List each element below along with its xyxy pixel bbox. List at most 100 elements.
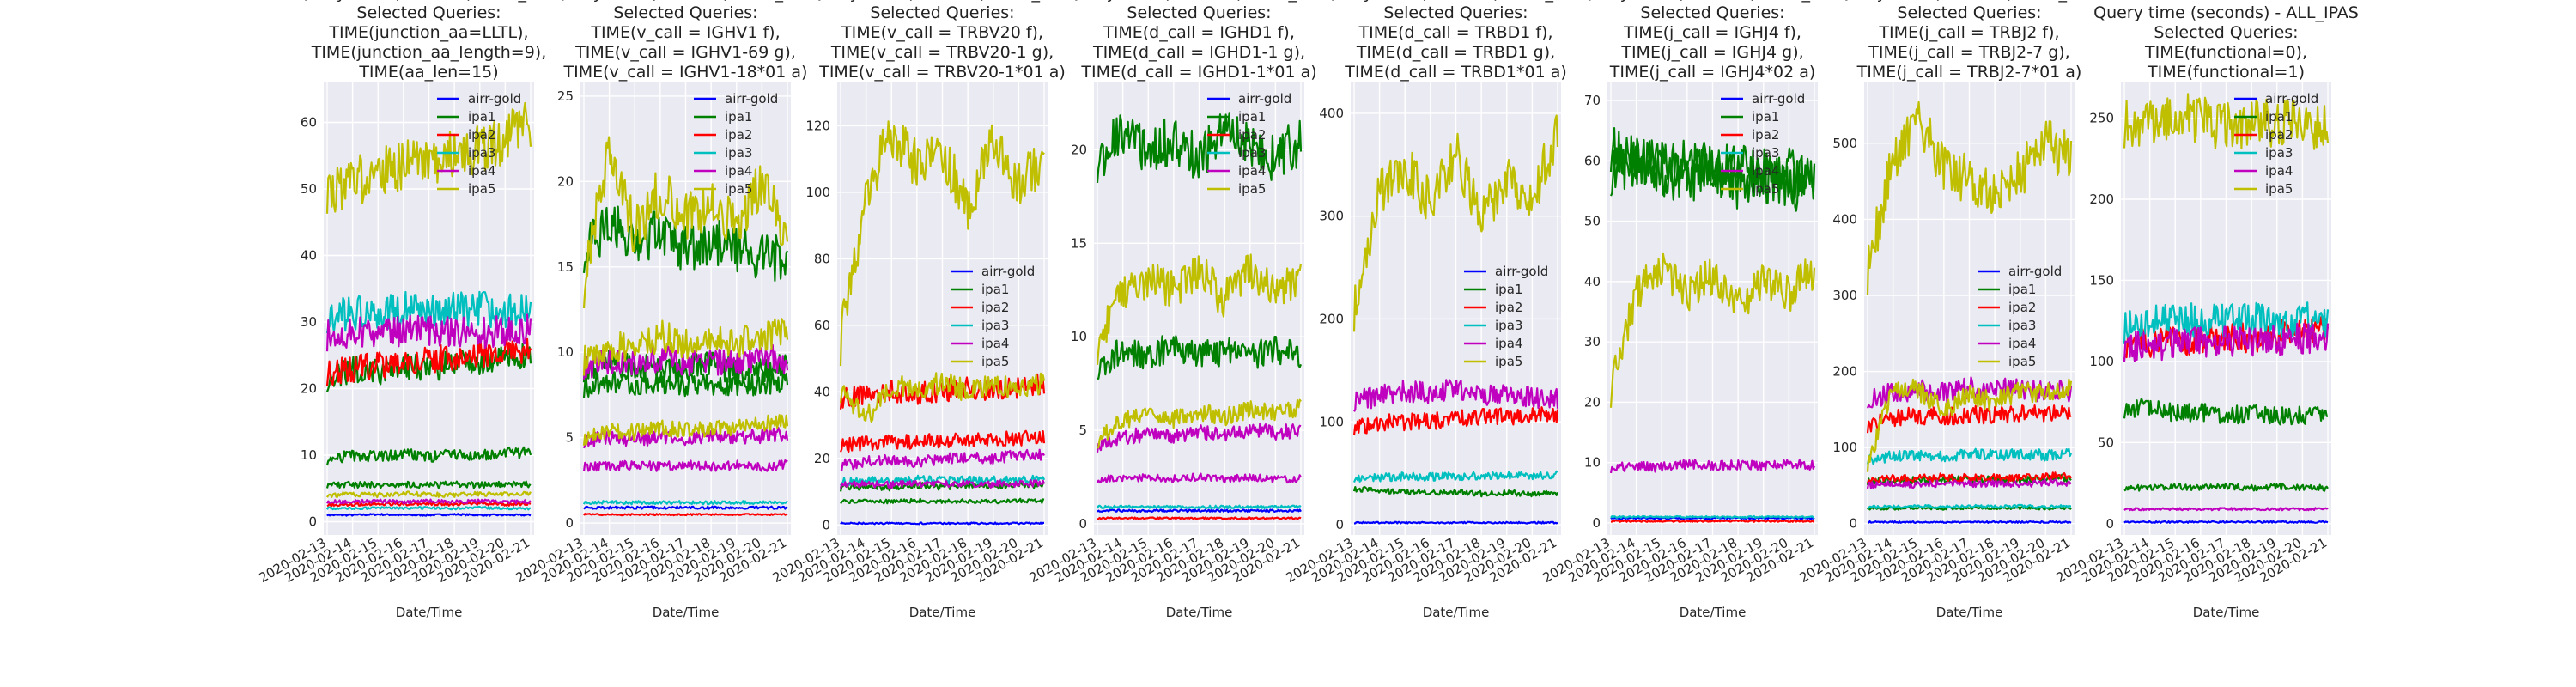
legend-label: ipa4: [1752, 163, 1779, 179]
legend-label: ipa1: [468, 109, 495, 125]
chart-title-line: Selected Queries:: [1640, 3, 1784, 22]
legend-label: ipa4: [2265, 163, 2293, 179]
series-line-ipa2: [1610, 519, 1815, 523]
y-tick-label: 0: [1078, 516, 1087, 532]
series-line-ipa2: [1866, 404, 2072, 434]
series-line-ipa1: [1096, 112, 1303, 183]
legend-label: ipa5: [2008, 354, 2036, 369]
x-axis-label: Date/Time: [396, 605, 463, 620]
series-line-ipa5: [1097, 398, 1302, 449]
series-line-ipa1: [1352, 485, 1559, 498]
series-line-ipa3: [582, 500, 788, 506]
y-tick-label: 40: [1584, 274, 1601, 289]
legend-label: ipa3: [2265, 145, 2293, 161]
series-line-ipa3: [325, 290, 532, 334]
series-line-ipa5: [582, 414, 789, 447]
y-tick-label: 60: [1584, 153, 1601, 168]
series-line-ipa5: [325, 101, 532, 214]
y-tick-label: 120: [805, 118, 830, 133]
chart-panel-2: 0 5 10 15 20 25 Query time (seconds) - ALL_IPA…: [513, 0, 817, 620]
chart-title-line: TIME(v_call = IGHV1-69 g),: [574, 43, 796, 62]
chart-title-line: TIME(j_call = TRBJ2 f),: [1878, 23, 2059, 42]
series-line-ipa5: [326, 490, 532, 499]
series-line-airr-gold: [840, 521, 1044, 526]
y-tick-label: 20: [557, 173, 574, 189]
y-tick-label: 100: [1319, 414, 1344, 429]
legend-label: ipa2: [725, 127, 752, 143]
y-tick-label: 10: [1071, 329, 1087, 344]
y-tick-label: 70: [1584, 93, 1601, 108]
series-line-ipa5: [582, 136, 789, 309]
series-line-ipa1: [582, 371, 789, 398]
chart-title-line: TIME(d_call = IGHD1-1 g),: [1092, 43, 1305, 62]
y-tick-label: 0: [565, 515, 574, 531]
y-tick-label: 0: [2105, 516, 2114, 532]
series-line-ipa4: [1097, 472, 1302, 484]
series-line-ipa4: [582, 459, 788, 472]
legend-label: ipa5: [981, 354, 1009, 369]
legend: airr-gold ipa1 ipa2 ipa3 ipa4 ipa5: [2234, 91, 2318, 197]
legend: airr-gold ipa1 ipa2 ipa3 ipa4 ipa5: [951, 264, 1035, 369]
legend-label: ipa2: [468, 127, 495, 143]
y-tick-label: 20: [1584, 394, 1601, 410]
legend: airr-gold ipa1 ipa2 ipa3 ipa4 ipa5: [1978, 264, 2062, 369]
chart-title-line: TIME(j_call = TRBJ2-7*01 a): [1856, 63, 2082, 82]
y-tick-label: 20: [301, 381, 317, 397]
legend-label: ipa1: [2265, 109, 2293, 125]
series-line-ipa5: [1096, 253, 1303, 365]
y-tick-label: 200: [1832, 364, 1857, 380]
chart-panel-5: 0 100 200 300 400 Query time (seconds) - ALL_…: [1283, 0, 1588, 620]
series-line-ipa4: [1353, 379, 1559, 412]
legend: airr-gold ipa1 ipa2 ipa3 ipa4 ipa5: [437, 91, 521, 197]
series-line-ipa3: [1866, 447, 2073, 465]
y-tick-label: 10: [557, 344, 574, 360]
series-line-ipa5: [1609, 252, 1816, 408]
y-tick-label: 20: [814, 451, 830, 466]
chart-panel-6: 0 10 20 30 40 50 60 70 Query time (seconds) - AL…: [1540, 0, 1844, 620]
chart-title-line: Query time (seconds) - ALL_IPAS: [810, 0, 1075, 3]
chart-panel-7: 0 100 200 300 400 500 Query time (seconds) - A…: [1796, 0, 2101, 620]
chart-title-line: Selected Queries:: [1127, 3, 1271, 22]
chart-title-line: Selected Queries:: [1897, 3, 2041, 22]
legend-label: ipa2: [1238, 127, 1266, 143]
legend-label: ipa4: [981, 336, 1009, 351]
y-tick-label: 100: [805, 185, 830, 200]
chart-title-line: TIME(d_call = TRBD1 f),: [1358, 23, 1553, 42]
legend-label: ipa2: [2008, 300, 2036, 315]
legend-label: ipa1: [1752, 109, 1779, 125]
legend-label: ipa4: [2008, 336, 2036, 351]
y-tick-label: 0: [1849, 516, 1857, 532]
series-line-ipa5: [1866, 100, 2073, 295]
series-line-ipa3: [1352, 470, 1558, 483]
legend-label: ipa5: [1752, 181, 1779, 197]
legend-label: ipa1: [725, 109, 752, 125]
legend-label: ipa3: [1752, 145, 1779, 161]
y-tick-label: 200: [2089, 192, 2114, 207]
series-line-ipa5: [1866, 378, 2073, 472]
series-line-ipa1: [325, 480, 532, 489]
series-line-ipa3: [1610, 514, 1815, 520]
chart-title-line: TIME(v_call = TRBV20 f),: [841, 23, 1043, 42]
series-line-airr-gold: [326, 513, 532, 517]
x-axis-label: Date/Time: [1680, 605, 1747, 620]
series-line-ipa4: [326, 498, 532, 505]
series-line-ipa3: [326, 505, 532, 511]
legend-label: ipa2: [2265, 127, 2293, 143]
series-line-airr-gold: [1867, 520, 2072, 525]
legend-label: ipa1: [1238, 109, 1266, 125]
chart-title-line: Selected Queries:: [1383, 3, 1528, 22]
series-line-airr-gold: [2123, 520, 2329, 524]
series-line-ipa1: [582, 205, 789, 283]
series-line-ipa2: [326, 501, 532, 508]
legend-label: airr-gold: [2265, 91, 2318, 106]
series-line-ipa4: [1866, 478, 2072, 490]
y-tick-label: 30: [1584, 334, 1601, 350]
legend-label: ipa5: [468, 181, 495, 197]
y-tick-label: 500: [1832, 136, 1857, 151]
chart-title-line: Query time (seconds) - ALL_IPAS: [1323, 0, 1589, 3]
legend-label: ipa4: [468, 163, 495, 179]
legend-label: airr-gold: [2008, 264, 2062, 279]
chart-title-line: Query time (seconds) - ALL_IPAS: [2093, 3, 2359, 22]
y-tick-label: 300: [1832, 288, 1857, 303]
